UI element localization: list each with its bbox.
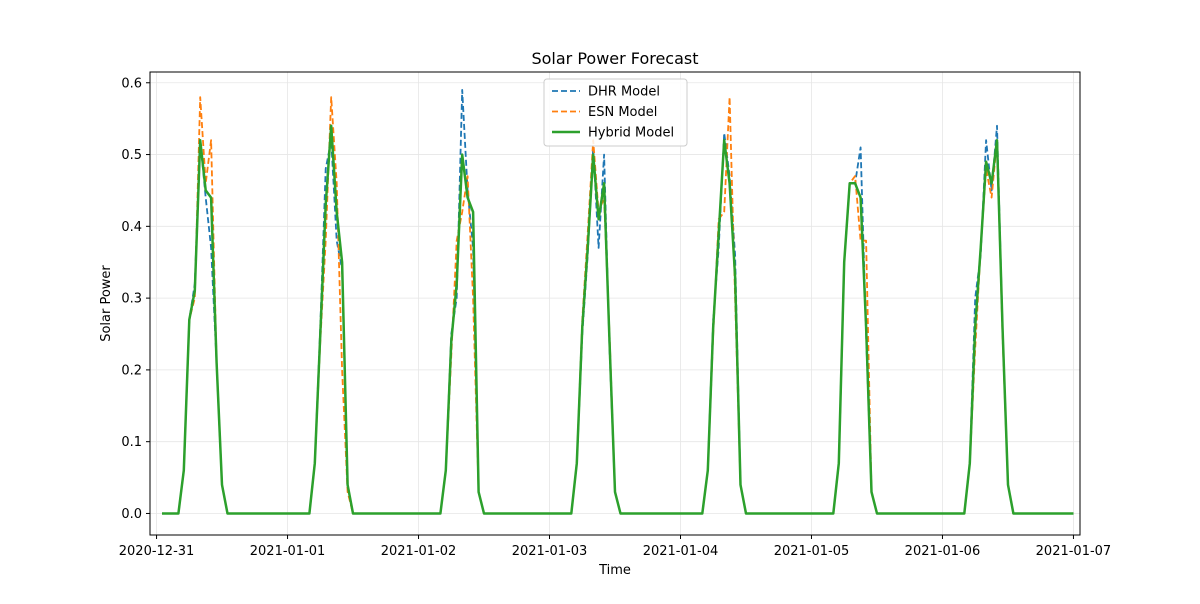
y-axis: 0.0 0.1 0.2 0.3 0.4 0.5 0.6 bbox=[121, 76, 150, 522]
x-tick-label: 2021-01-05 bbox=[774, 544, 850, 559]
series-layer bbox=[162, 89, 1074, 515]
legend-entry-label: DHR Model bbox=[588, 85, 660, 100]
x-tick-label: 2021-01-06 bbox=[905, 544, 981, 559]
y-tick-label: 0.6 bbox=[121, 76, 142, 91]
legend-entry-label: Hybrid Model bbox=[588, 126, 674, 141]
x-tick-label: 2021-01-04 bbox=[643, 544, 719, 559]
series-line-hybrid-model bbox=[162, 124, 1074, 515]
legend-entry-label: ESN Model bbox=[588, 105, 657, 120]
y-axis-label: Solar Power bbox=[99, 265, 114, 342]
x-axis-label: Time bbox=[598, 563, 631, 578]
x-tick-label: 2020-12-31 bbox=[119, 544, 195, 559]
x-axis: 2020-12-31 2021-01-01 2021-01-02 2021-01-03… bbox=[119, 535, 1111, 559]
x-tick-label: 2021-01-01 bbox=[250, 544, 326, 559]
y-tick-label: 0.4 bbox=[121, 220, 142, 235]
x-tick-label: 2021-01-02 bbox=[381, 544, 457, 559]
y-tick-label: 0.3 bbox=[121, 292, 142, 307]
legend-box bbox=[543, 78, 688, 147]
plot-frame bbox=[149, 71, 1081, 536]
y-tick-label: 0.2 bbox=[121, 363, 142, 378]
chart-title: Solar Power Forecast bbox=[531, 49, 698, 68]
y-tick-label: 0.1 bbox=[121, 435, 142, 450]
legend: DHR Model ESN Model Hybrid Model bbox=[543, 78, 688, 147]
y-tick-label: 0.5 bbox=[121, 148, 142, 163]
y-tick-label: 0.0 bbox=[121, 507, 142, 522]
x-tick-label: 2021-01-07 bbox=[1036, 544, 1112, 559]
x-tick-label: 2021-01-03 bbox=[512, 544, 588, 559]
